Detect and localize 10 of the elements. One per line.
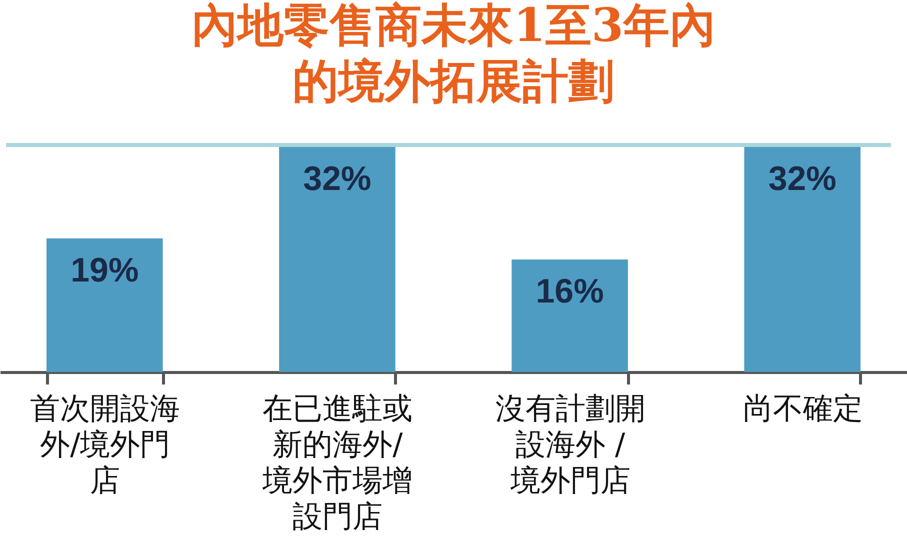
data-label: 16% bbox=[536, 272, 604, 310]
x-tick-label: 首次開設海外/境外門店 bbox=[30, 392, 180, 498]
data-label: 32% bbox=[303, 160, 372, 198]
text: 的境外拓展計劃 bbox=[292, 54, 614, 108]
data-label: 32% bbox=[768, 160, 836, 198]
x-tick-label: 尚不確定 bbox=[742, 392, 863, 426]
data-label: 19% bbox=[70, 251, 139, 290]
x-tick-label: 沒有計劃開設海外 / 境外門店 bbox=[495, 392, 646, 498]
text: 內地零售商未來1至3年內 bbox=[191, 0, 716, 52]
x-tick-label: 在已進駐或新的海外/境外市場增設門店 bbox=[262, 392, 413, 534]
